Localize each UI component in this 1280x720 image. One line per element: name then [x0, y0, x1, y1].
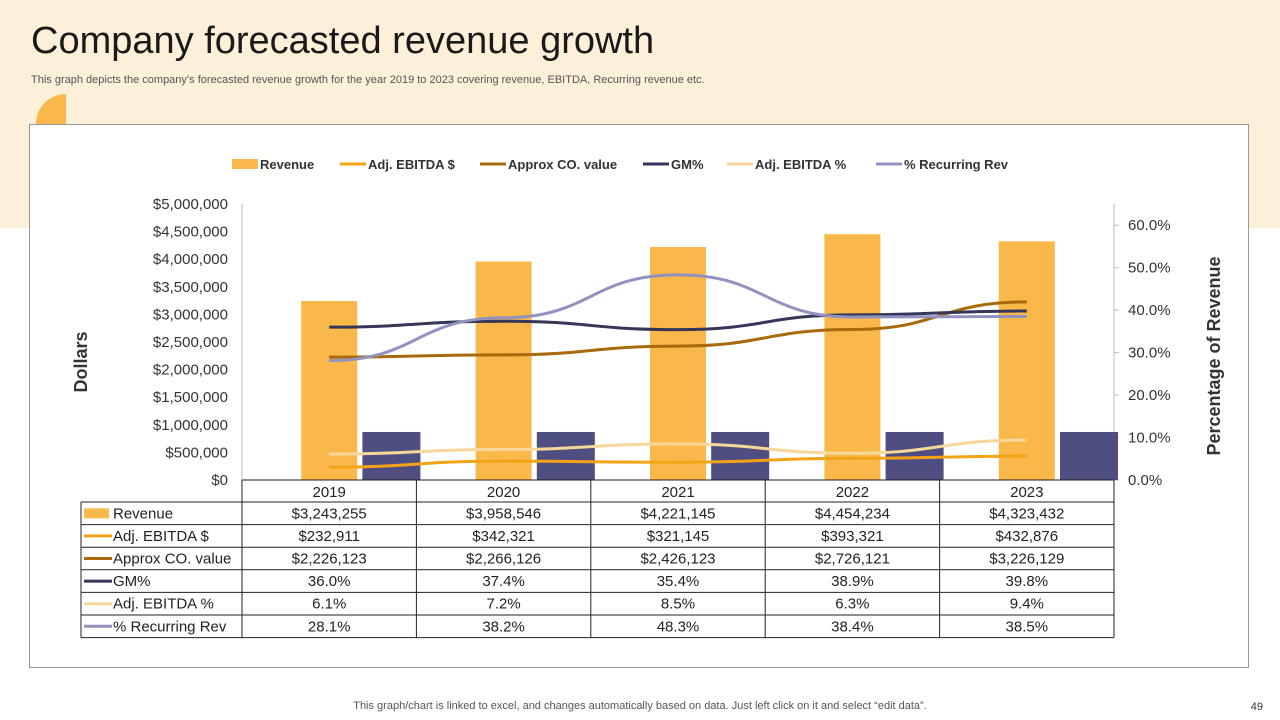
y-tick-label: $500,000: [165, 444, 228, 461]
table-cell: $4,323,432: [989, 505, 1064, 522]
table-cell: $2,726,121: [815, 551, 890, 568]
legend-label: GM%: [671, 157, 704, 172]
y2-tick-label: 0.0%: [1128, 472, 1162, 489]
table-row-swatch: [84, 508, 109, 519]
table-cell: 37.4%: [482, 573, 525, 590]
table-cell: $393,321: [821, 528, 884, 545]
y2-axis-title: Percentage of Revenue: [1204, 256, 1224, 455]
legend-swatch: [232, 159, 258, 169]
table-row-header: Revenue: [113, 505, 173, 522]
y-tick-label: $4,000,000: [153, 251, 228, 268]
legend-label: Adj. EBITDA $: [368, 157, 456, 172]
table-column-header: 2020: [487, 484, 520, 501]
y2-tick-label: 50.0%: [1128, 260, 1171, 277]
table-cell: 7.2%: [486, 596, 520, 613]
table-cell: 39.8%: [1006, 573, 1049, 590]
legend-label: Approx CO. value: [508, 157, 617, 172]
table-cell: $3,226,129: [989, 551, 1064, 568]
table-row-header: Adj. EBITDA $: [113, 528, 210, 545]
table-cell: 6.1%: [312, 596, 346, 613]
y2-tick-label: 30.0%: [1128, 345, 1171, 362]
y-tick-label: $3,500,000: [153, 279, 228, 296]
y-tick-label: $1,500,000: [153, 389, 228, 406]
revenue-bar: [824, 234, 881, 480]
revenue-bar: [650, 246, 706, 480]
secondary-bar: [711, 431, 770, 480]
revenue-bar: [301, 300, 358, 480]
table-cell: $3,958,546: [466, 505, 541, 522]
revenue-bar: [998, 241, 1055, 480]
y-tick-label: $5,000,000: [153, 196, 228, 213]
line-recurring-rev: [329, 273, 1027, 363]
y2-axis-ticks: 60.0% 50.0% 40.0% 30.0% 20.0% 10.0% 0.0%: [1114, 217, 1171, 489]
secondary-bar: [1060, 431, 1118, 480]
y-tick-label: $1,000,000: [153, 417, 228, 434]
table-cell: 38.5%: [1006, 618, 1049, 635]
legend-label: % Recurring Rev: [904, 157, 1009, 172]
page-subtitle: This graph depicts the company’s forecas…: [31, 74, 705, 86]
table-cell: 9.4%: [1010, 596, 1044, 613]
line-adj-ebitda: [329, 438, 1027, 456]
table-cell: 38.2%: [482, 618, 525, 635]
footer-note: This graph/chart is linked to excel, and…: [353, 700, 927, 712]
table-cell: $2,266,126: [466, 551, 541, 568]
secondary-bar: [536, 431, 595, 480]
line-approx-co-value: [329, 300, 1027, 359]
table-cell: 48.3%: [657, 618, 700, 635]
y-tick-label: $4,500,000: [153, 224, 228, 241]
table-row-header: Approx CO. value: [113, 551, 231, 568]
table-row-header: % Recurring Rev: [113, 618, 227, 635]
table-cell: 28.1%: [308, 618, 351, 635]
table-cell: $3,243,255: [292, 505, 367, 522]
data-table: 2019 2020 2021 2022 2023 Revenue $3,243,255 $3,…: [80, 479, 1115, 639]
chart-legend: Revenue Adj. EBITDA $ Approx CO. value GM% A…: [232, 157, 1009, 172]
bar-series: [301, 234, 1118, 480]
line-gm: [329, 309, 1027, 332]
table-cell: 38.4%: [831, 618, 874, 635]
table-cell: $4,454,234: [815, 505, 890, 522]
table-cell: 8.5%: [661, 596, 695, 613]
y-tick-label: $3,000,000: [153, 306, 228, 323]
deco-top-quarter: [36, 94, 66, 124]
table-cell: $4,221,145: [640, 505, 715, 522]
table-cell: 36.0%: [308, 573, 351, 590]
table-cell: 38.9%: [831, 573, 874, 590]
table-cell: $2,226,123: [292, 551, 367, 568]
page-number: 49: [1250, 701, 1263, 713]
y-axis-ticks: $5,000,000 $4,500,000 $4,000,000 $3,500,000…: [153, 196, 228, 489]
revenue-bar: [475, 261, 532, 480]
table-column-header: 2019: [313, 484, 346, 501]
y-tick-label: $0: [211, 472, 228, 489]
y-axis-title: Dollars: [71, 331, 91, 392]
legend-label: Revenue: [260, 157, 314, 172]
table-cell: $432,876: [996, 528, 1059, 545]
line-series: [329, 273, 1027, 469]
table-row-header: GM%: [113, 573, 151, 590]
table-cell: $2,426,123: [640, 551, 715, 568]
table-cell: $342,321: [472, 528, 535, 545]
table-row-header: Adj. EBITDA %: [113, 596, 214, 613]
table-cell: 35.4%: [657, 573, 700, 590]
y-tick-label: $2,000,000: [153, 362, 228, 379]
legend-label: Adj. EBITDA %: [755, 157, 847, 172]
table-column-header: 2022: [836, 484, 869, 501]
table-cell: $232,911: [298, 528, 359, 545]
table-column-header: 2023: [1010, 484, 1043, 501]
y2-tick-label: 10.0%: [1128, 430, 1171, 447]
secondary-bar: [362, 431, 421, 480]
table-column-header: 2021: [661, 484, 694, 501]
line-adj-ebitda: [329, 454, 1027, 469]
y-tick-label: $2,500,000: [153, 334, 228, 351]
y2-tick-label: 20.0%: [1128, 387, 1171, 404]
y2-tick-label: 40.0%: [1128, 302, 1171, 319]
page-title: Company forecasted revenue growth: [31, 20, 655, 62]
y2-tick-label: 60.0%: [1128, 217, 1171, 234]
table-cell: 6.3%: [835, 596, 869, 613]
table-cell: $321,145: [647, 528, 710, 545]
